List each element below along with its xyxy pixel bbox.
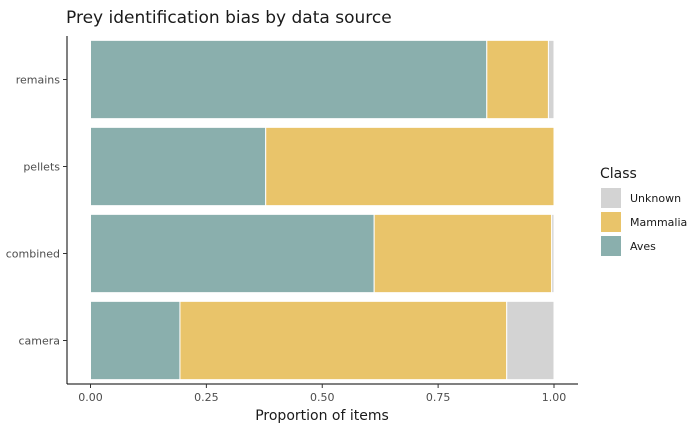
y-tick-label-pellets: pellets [23, 161, 60, 174]
bar-combined-unknown [551, 213, 555, 294]
x-axis-title: Proportion of items [255, 408, 389, 424]
x-tick-label-0-00: 0.00 [78, 391, 103, 404]
bar-camera-aves [90, 300, 181, 381]
y-axis-ticks: remains pellets combined camera [6, 74, 67, 348]
legend-title: Class [600, 166, 637, 182]
x-tick-label-1-00: 1.00 [542, 391, 567, 404]
bars-layer [90, 39, 555, 381]
legend-swatch-aves [601, 236, 621, 256]
bar-pellets-mammalia [265, 126, 555, 207]
legend-swatch-mammalia [601, 212, 621, 232]
bar-remains-mammalia [486, 39, 549, 120]
bar-camera-mammalia [179, 300, 508, 381]
x-tick-label-0-75: 0.75 [426, 391, 451, 404]
bar-camera-unknown [506, 300, 555, 381]
y-tick-label-camera: camera [18, 335, 60, 348]
legend-label-mammalia: Mammalia [630, 216, 687, 229]
legend-items: Unknown Mammalia Aves [601, 188, 687, 256]
chart-title: Prey identification bias by data source [66, 8, 392, 28]
legend-swatch-unknown [601, 188, 621, 208]
bar-combined-mammalia [373, 213, 553, 294]
bar-combined-aves [90, 213, 375, 294]
bar-remains-aves [90, 39, 488, 120]
x-axis-ticks: 0.00 0.25 0.50 0.75 1.00 [78, 384, 566, 404]
legend-label-aves: Aves [630, 240, 656, 253]
legend: Class Unknown Mammalia Aves [600, 166, 687, 256]
legend-label-unknown: Unknown [630, 192, 681, 205]
y-tick-label-combined: combined [6, 248, 60, 261]
x-tick-label-0-25: 0.25 [194, 391, 219, 404]
y-tick-label-remains: remains [16, 74, 61, 87]
bar-remains-unknown [547, 39, 555, 120]
bar-pellets-aves [90, 126, 267, 207]
x-tick-label-0-50: 0.50 [310, 391, 335, 404]
